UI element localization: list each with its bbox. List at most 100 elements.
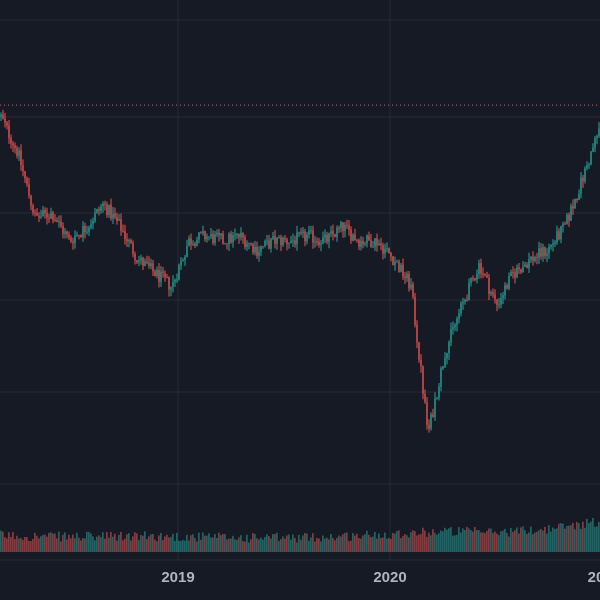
volume-bar xyxy=(374,531,376,552)
volume-bar xyxy=(128,533,130,552)
volume-bar xyxy=(236,539,238,552)
volume-bar xyxy=(434,532,436,552)
volume-bar xyxy=(78,537,80,552)
volume-bar xyxy=(344,532,346,552)
candle-body xyxy=(284,237,286,240)
candle-body xyxy=(14,145,16,148)
candle-body xyxy=(66,231,68,235)
candle-body xyxy=(596,136,598,139)
candle-body xyxy=(240,232,242,238)
candle-body xyxy=(536,257,538,259)
candle-body xyxy=(312,230,314,243)
candle-body xyxy=(326,234,328,242)
volume-bar xyxy=(306,533,308,552)
volume-bar xyxy=(426,536,428,552)
candle-body xyxy=(214,234,216,244)
volume-bar xyxy=(174,541,176,552)
candle-body xyxy=(280,237,282,245)
candle-body xyxy=(468,282,470,301)
volume-bar xyxy=(352,532,354,552)
candle-body xyxy=(44,210,46,214)
candle-body xyxy=(290,240,292,244)
volume-bar xyxy=(528,532,530,552)
candle-body xyxy=(168,277,170,290)
volume-bar xyxy=(94,540,96,552)
candle-body xyxy=(204,231,206,240)
candle-body xyxy=(498,304,500,306)
volume-bar xyxy=(548,525,550,552)
candle-body xyxy=(336,227,338,237)
candle-body xyxy=(206,236,208,240)
candle-body xyxy=(458,313,460,319)
candle-body xyxy=(466,299,468,301)
volume-bar xyxy=(44,534,46,552)
candle-body xyxy=(270,238,272,249)
volume-bar xyxy=(244,541,246,552)
candle-body xyxy=(234,234,236,236)
candle-body xyxy=(34,212,36,214)
volume-bar xyxy=(180,540,182,552)
candle-body xyxy=(302,231,304,233)
candle-body xyxy=(76,234,78,236)
volume-bar xyxy=(378,533,380,552)
volume-bar xyxy=(464,530,466,552)
candle-body xyxy=(248,242,250,244)
volume-bar xyxy=(432,529,434,552)
candle-body xyxy=(450,329,452,343)
volume-bar xyxy=(90,533,92,552)
candle-body xyxy=(348,225,350,230)
candle-body xyxy=(118,219,120,221)
candle-body xyxy=(186,246,188,257)
candle-body xyxy=(528,259,530,268)
candle-body xyxy=(504,285,506,296)
candle-body xyxy=(8,125,10,138)
candle-body xyxy=(378,243,380,246)
volume-bar xyxy=(198,532,200,552)
volume-bar xyxy=(62,534,64,552)
candle-body xyxy=(582,177,584,182)
candle-body xyxy=(570,205,572,221)
candle-body xyxy=(222,233,224,244)
candle-body xyxy=(368,235,370,241)
candle-body xyxy=(446,353,448,359)
candle-body xyxy=(158,269,160,282)
candle-body xyxy=(244,237,246,247)
candle-body xyxy=(470,278,472,283)
volume-bar xyxy=(430,535,432,552)
volume-bar xyxy=(184,540,186,552)
candle-body xyxy=(400,264,402,272)
candle-body xyxy=(406,273,408,279)
candle-body xyxy=(172,281,174,287)
grid xyxy=(0,0,600,561)
candle-body xyxy=(58,221,60,223)
candle-body xyxy=(96,209,98,213)
candle-body xyxy=(128,240,130,242)
candle-body xyxy=(492,292,494,295)
volume-bar xyxy=(496,533,498,552)
volume-bar xyxy=(148,536,150,552)
volume-bar xyxy=(84,538,86,552)
candle-body xyxy=(424,393,426,403)
candle-body xyxy=(60,221,62,227)
candle-body xyxy=(386,248,388,250)
volume-bar xyxy=(504,529,506,552)
volume-bar xyxy=(494,531,496,552)
volume-bar xyxy=(212,537,214,552)
time-axis: 2019 2020 20 xyxy=(161,569,600,586)
candle-body xyxy=(300,232,302,234)
candle-body xyxy=(64,231,66,234)
candle-body xyxy=(358,240,360,247)
volume-bar xyxy=(526,533,528,552)
candle-body xyxy=(408,273,410,289)
candle-body xyxy=(196,239,198,246)
volume-bar xyxy=(540,529,542,552)
candle-body xyxy=(580,177,582,194)
candle-body xyxy=(218,232,220,236)
candle-body xyxy=(516,267,518,278)
volume-bar xyxy=(280,539,282,552)
candle-body xyxy=(430,414,432,429)
volume-bar xyxy=(484,533,486,552)
candle-body xyxy=(42,210,44,217)
